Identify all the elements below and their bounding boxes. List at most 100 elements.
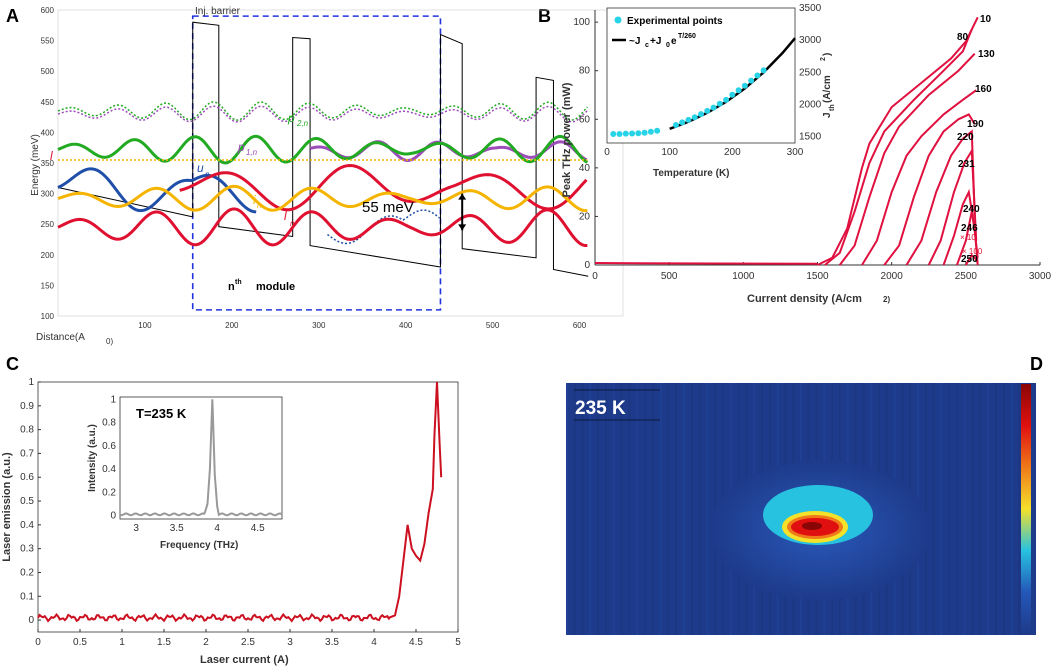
inset-b-point [679,119,686,126]
inset-c-xtick-label: 3 [133,523,139,534]
panel-c-ytick-label: 0.5 [20,496,34,507]
panel-c-xtick-label: 2.5 [241,637,255,648]
inset-b-legend-fit-prefix: ~J [629,36,640,47]
panel-c-xtick-label: 4 [371,637,377,648]
heatmap-stripe [924,383,927,635]
inset-b-legend-dot [614,16,622,24]
panel-b-xlabel: Current density (A/cm [747,293,862,305]
panel-b-series-10 [817,16,979,266]
energy-arrow-head-down [458,224,467,231]
curve-label-130: 130 [978,49,995,60]
panel-c-ylabel: Laser emission (a.u.) [1,452,13,562]
state-label-l: l [50,149,53,163]
panel-b-xtick-label: 1000 [732,271,755,282]
panel-c-ytick-label: 0.3 [20,544,34,555]
panel-a-xtick-label: 100 [138,321,152,330]
heatmap-colorbar [1021,384,1031,634]
inset-b-fit-line [669,37,796,131]
panel-b-ytick-label: 80 [579,66,591,77]
inset-b-point [616,131,623,137]
energy-gap-label: 55 meV [362,199,414,216]
wavefunction-3 [57,134,589,165]
inset-b-ylabel-units: (A/cm [822,75,833,103]
heatmap-stripe [566,383,568,635]
inset-b-point [760,67,767,74]
inset-c-xtick-label: 3.5 [170,523,184,534]
energy-arrow-head-up [458,193,467,200]
inset-b-legend-fit-0: 0 [666,42,670,49]
inset-c-ytick-label: 0.4 [102,464,116,475]
panel-c-ytick-label: 1 [28,377,34,388]
curve-label-240: 240 [963,204,980,215]
panel-c-xtick-label: 0 [35,637,41,648]
inset-b-point [685,116,692,123]
state-label-p1n-sub: 1,n [246,148,258,157]
panel-a-xlabel: Distance(A [36,332,85,343]
heatmap-stripe [932,383,935,635]
inset-c-ytick-label: 0 [110,511,116,522]
inset-b-point [691,114,698,121]
panel-a-frame [57,9,624,317]
inset-c-ytick-label: 0.2 [102,487,116,498]
panel-b-series-250 [964,253,979,266]
panel-c-ytick-label: 0.1 [20,591,34,602]
inset-c-xtick-label: 4.5 [251,523,265,534]
module-th-label: th [235,279,242,286]
inset-c-xlabel: Frequency (THz) [160,540,238,551]
heatmap-stripe [675,383,678,635]
panel-c-ytick-label: 0.6 [20,472,34,483]
curve-label-250: 250 [961,254,978,265]
heatmap-stripe [636,383,639,635]
state-label-in: i [253,193,256,207]
inset-b-point [704,107,711,114]
heatmap-stripe [698,383,701,635]
wavefunction-8 [327,209,441,245]
panel-a-xlabel-suffix: 0) [106,337,113,346]
panel-b-series-130 [838,53,976,266]
inset-b-point [716,100,723,107]
heatmap-blob-cyan-top [790,490,830,510]
panel-b-baseline [594,262,818,265]
inset-b-xtick-label: 300 [787,147,804,158]
panel-c-xlabel: Laser current (A) [200,654,289,666]
inj-barrier-label: Inj. barrier [195,6,241,17]
inset-b-point [672,122,679,128]
inset-b-legend-fit-c: c [645,42,649,49]
heatmap-stripe [589,383,592,635]
state-label-p2n-sub: 2,n [296,119,309,128]
panel-a-xtick-label: 300 [312,321,326,330]
panel-b-series-231 [927,147,978,266]
panel-a-ytick-label: 100 [41,312,55,321]
panel-label-b: B [538,6,551,26]
panel-a-ytick-label: 350 [41,159,55,168]
panel-a-xtick-label: 200 [225,321,239,330]
inset-b-frame [606,7,796,144]
panel-a-ytick-label: 400 [41,128,55,137]
heatmap-stripe [690,383,693,635]
heatmap-stripe [979,383,982,635]
panel-c-xtick-label: 3 [287,637,293,648]
panel-a-ytick-label: 550 [41,37,55,46]
inset-b-ytick-label: 2500 [799,67,822,78]
heatmap-blob-core [802,522,822,530]
heatmap-stripe [667,383,670,635]
wavefunction-9 [57,207,588,248]
wavefunction-6 [179,164,588,212]
inset-b-legend-points: Experimental points [627,16,723,27]
panel-c-inset: 3 3.5 4 4.5 0 0.2 0.4 0.6 0.8 1 T=235 K Frequency… [87,394,283,551]
heatmap-stripe [1018,383,1021,635]
panel-b-xtick-label: 3000 [1029,271,1052,282]
state-label-p2n: p [287,111,295,125]
panel-b-ytick-label: 40 [579,163,591,174]
heatmap-stripe [628,383,631,635]
inset-b-point [647,128,654,135]
panel-b-xtick-label: 0 [592,271,598,282]
heatmap-stripe [1002,383,1005,635]
inset-c-xtick-label: 4 [214,523,220,534]
state-label-un: u [197,161,204,175]
panel-a-ytick-label: 300 [41,190,55,199]
inset-b-ytick-label: 3500 [799,3,822,14]
inset-b-legend-fit-e: e [671,36,677,47]
panel-label-a: A [6,6,19,26]
